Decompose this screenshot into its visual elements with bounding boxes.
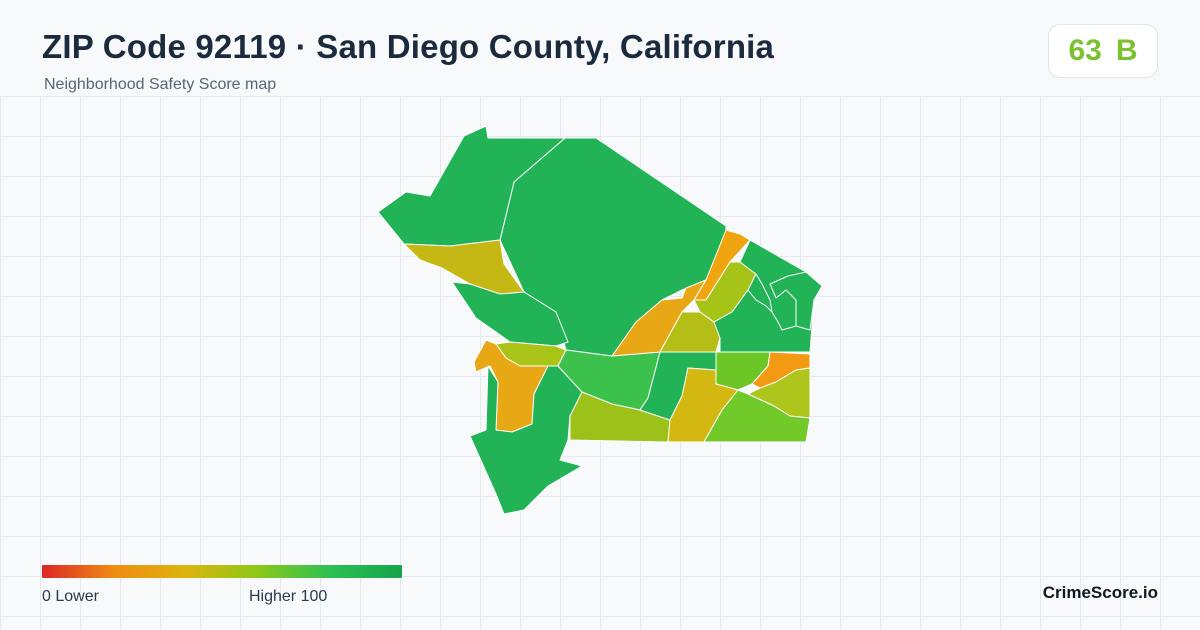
legend-high-label: Higher 100 — [249, 588, 328, 605]
page-subtitle: Neighborhood Safety Score map — [44, 76, 277, 93]
safety-score-badge: 63 B — [1048, 24, 1158, 78]
region-west-middle-tract[interactable] — [451, 281, 569, 347]
tract-boundary-line — [747, 289, 773, 313]
region-far-east-tract[interactable] — [769, 271, 823, 331]
region-southwest-lower-tract[interactable] — [469, 365, 583, 515]
safety-score-value: 63 — [1068, 34, 1102, 67]
safety-score-grade: B — [1115, 34, 1138, 67]
legend-gradient-bar — [42, 565, 402, 578]
legend-low-label: 0 Lower — [42, 588, 99, 605]
brand-logo-text[interactable]: CrimeScore.io — [1042, 583, 1158, 602]
region-southeast-lime-tract[interactable] — [703, 389, 811, 443]
page-title: ZIP Code 92119 · San Diego County, Calif… — [42, 28, 775, 65]
